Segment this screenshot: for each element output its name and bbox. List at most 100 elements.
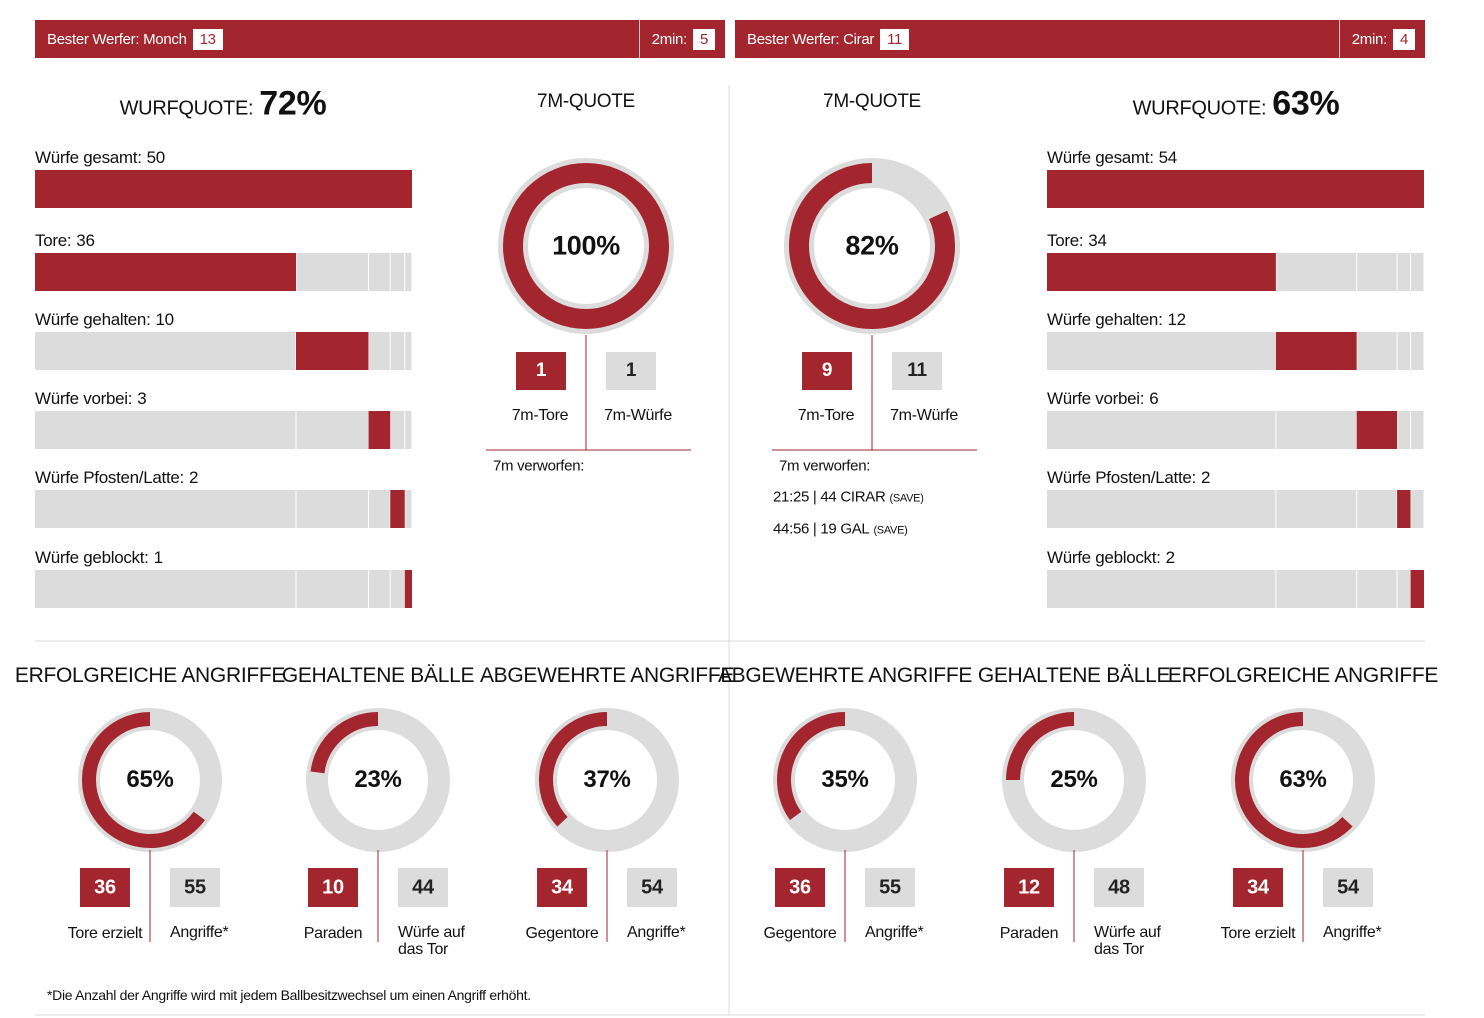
seven-m-percent: 100% [552, 230, 620, 261]
bar-label-text: Würfe Pfosten/Latte: [35, 468, 184, 487]
bar-track [1047, 332, 1424, 370]
bar-label-value: 34 [1088, 231, 1107, 250]
seven-m-goals-label: 7m-Tore [797, 407, 855, 424]
donut-a-label: Paraden [999, 925, 1059, 942]
donut-a: 12 [1018, 876, 1040, 898]
shot-rate: WURFQUOTE: 63% [1133, 85, 1340, 124]
donut-a-label: Tore erzielt [67, 925, 143, 942]
bar-label-value: 54 [1158, 148, 1178, 167]
header-bar: Bester Werfer: Cirar 11 2min: 4 [735, 20, 1425, 58]
donut-b: 55 [879, 876, 901, 898]
bar-label-text: Würfe gesamt: [1047, 148, 1154, 167]
best-thrower: Bester Werfer: Cirar [747, 30, 875, 48]
donut-a-box [1004, 868, 1054, 907]
bar-track [35, 570, 412, 608]
donut-a: 10 [322, 876, 344, 898]
shot-rate-value: 63% [1272, 84, 1340, 123]
bar-label-value: 50 [146, 148, 166, 167]
shot-rate-value: 72% [259, 84, 327, 123]
bar-label-value: 2 [1165, 548, 1175, 567]
bar [296, 332, 369, 370]
donut-title: ABGEWEHRTE ANGRIFFE [479, 664, 735, 687]
donut-percent: 23% [354, 766, 402, 793]
best-thrower: Bester Werfer: Monch [47, 30, 187, 48]
seven-m-goals-box [516, 352, 566, 390]
bar [35, 253, 296, 291]
donut-b-box [865, 868, 915, 907]
donut-percent: 25% [1050, 766, 1098, 793]
bar [35, 170, 412, 208]
two-min: 2min: 5 [638, 20, 725, 58]
donut-a: 34 [551, 876, 573, 898]
donut-b: 54 [1337, 876, 1359, 898]
donut-title: ABGEWEHRTE ANGRIFFE [717, 664, 973, 687]
donut-percent: 37% [583, 766, 631, 793]
donut-b-box [627, 868, 677, 907]
donut-a-box [775, 868, 825, 907]
donut-b: 48 [1108, 876, 1130, 898]
bar [1047, 253, 1276, 291]
donut-a: 34 [1247, 876, 1269, 898]
bar-track [35, 411, 412, 449]
two-min-label: 2min: [1351, 30, 1387, 48]
two-min: 2min: 4 [1338, 20, 1425, 58]
donut-arc [789, 163, 955, 329]
donut-a-label: Tore erzielt [1220, 925, 1296, 942]
missed-entry: 21:25 | 44 CIRAR (SAVE) [773, 489, 924, 506]
two-min-value: 4 [1392, 28, 1415, 50]
bar-label-text: Würfe Pfosten/Latte: [1047, 468, 1196, 487]
seven-m-goals-label: 7m-Tore [511, 407, 569, 424]
bar-label: Würfe geblockt: 1 [35, 548, 163, 568]
bar-label: Würfe vorbei: 3 [35, 389, 147, 409]
donut-a-box [1233, 868, 1283, 907]
bar [1047, 170, 1424, 208]
bar [368, 411, 391, 449]
seven-m-attempts-box [892, 352, 942, 390]
donut-arc [310, 712, 379, 774]
bar-label: Tore: 34 [1047, 231, 1107, 251]
donut-b-label: Würfe auf das Tor [398, 924, 465, 958]
donut-a-label: Paraden [303, 925, 363, 942]
missed-title: 7m verworfen: [779, 457, 871, 475]
missed-note: (SAVE) [873, 524, 908, 537]
seven-m-attempts-label: 7m-Würfe [604, 407, 672, 424]
donut-b-label: Würfe auf das Tor [1094, 924, 1161, 958]
shot-rate-label: WURFQUOTE: [1132, 97, 1267, 120]
bar [1356, 411, 1398, 449]
bar-track [35, 490, 412, 528]
bar-label-text: Würfe gehalten: [1047, 310, 1163, 329]
donut-b-box [1094, 868, 1144, 907]
donut-b-box [398, 868, 448, 907]
bar [404, 570, 412, 608]
bar-label-text: Tore: [1047, 231, 1084, 250]
bar-label: Würfe gehalten: 10 [35, 310, 174, 330]
shot-rate: WURFQUOTE: 72% [120, 85, 327, 124]
bar-label-text: Würfe geblockt: [35, 548, 149, 567]
donut-percent: 63% [1279, 766, 1327, 793]
seven-m-attempts-label: 7m-Würfe [890, 407, 958, 424]
seven-m-percent: 82% [845, 230, 899, 261]
footnote: *Die Anzahl der Angriffe wird mit jedem … [47, 987, 531, 1003]
donut-arc [503, 163, 669, 329]
missed-title: 7m verworfen: [493, 457, 585, 475]
bar-track [1047, 490, 1424, 528]
missed-text: 44:56 | 19 GAL [773, 520, 870, 538]
bar-label-text: Würfe vorbei: [35, 389, 133, 408]
bar-label: Würfe geblockt: 2 [1047, 548, 1175, 568]
bar-label: Würfe gehalten: 12 [1047, 310, 1186, 330]
bar-label-text: Tore: [35, 231, 72, 250]
donut-a-label: Gegentore [763, 925, 837, 942]
donut-a: 36 [94, 876, 116, 898]
donut-b: 55 [184, 876, 206, 898]
bar-label-text: Würfe geblockt: [1047, 548, 1161, 567]
bar [390, 490, 405, 528]
missed-entry: 44:56 | 19 GAL (SAVE) [773, 521, 908, 538]
bar-label-value: 12 [1167, 310, 1187, 329]
bar-label-text: Würfe vorbei: [1047, 389, 1145, 408]
seven-m-title: 7M-QUOTE [823, 91, 921, 112]
shot-rate-label: WURFQUOTE: [119, 97, 254, 120]
donut-b-box [170, 868, 220, 907]
bar [1410, 570, 1424, 608]
donut-b-label: Angriffe* [1323, 924, 1382, 941]
